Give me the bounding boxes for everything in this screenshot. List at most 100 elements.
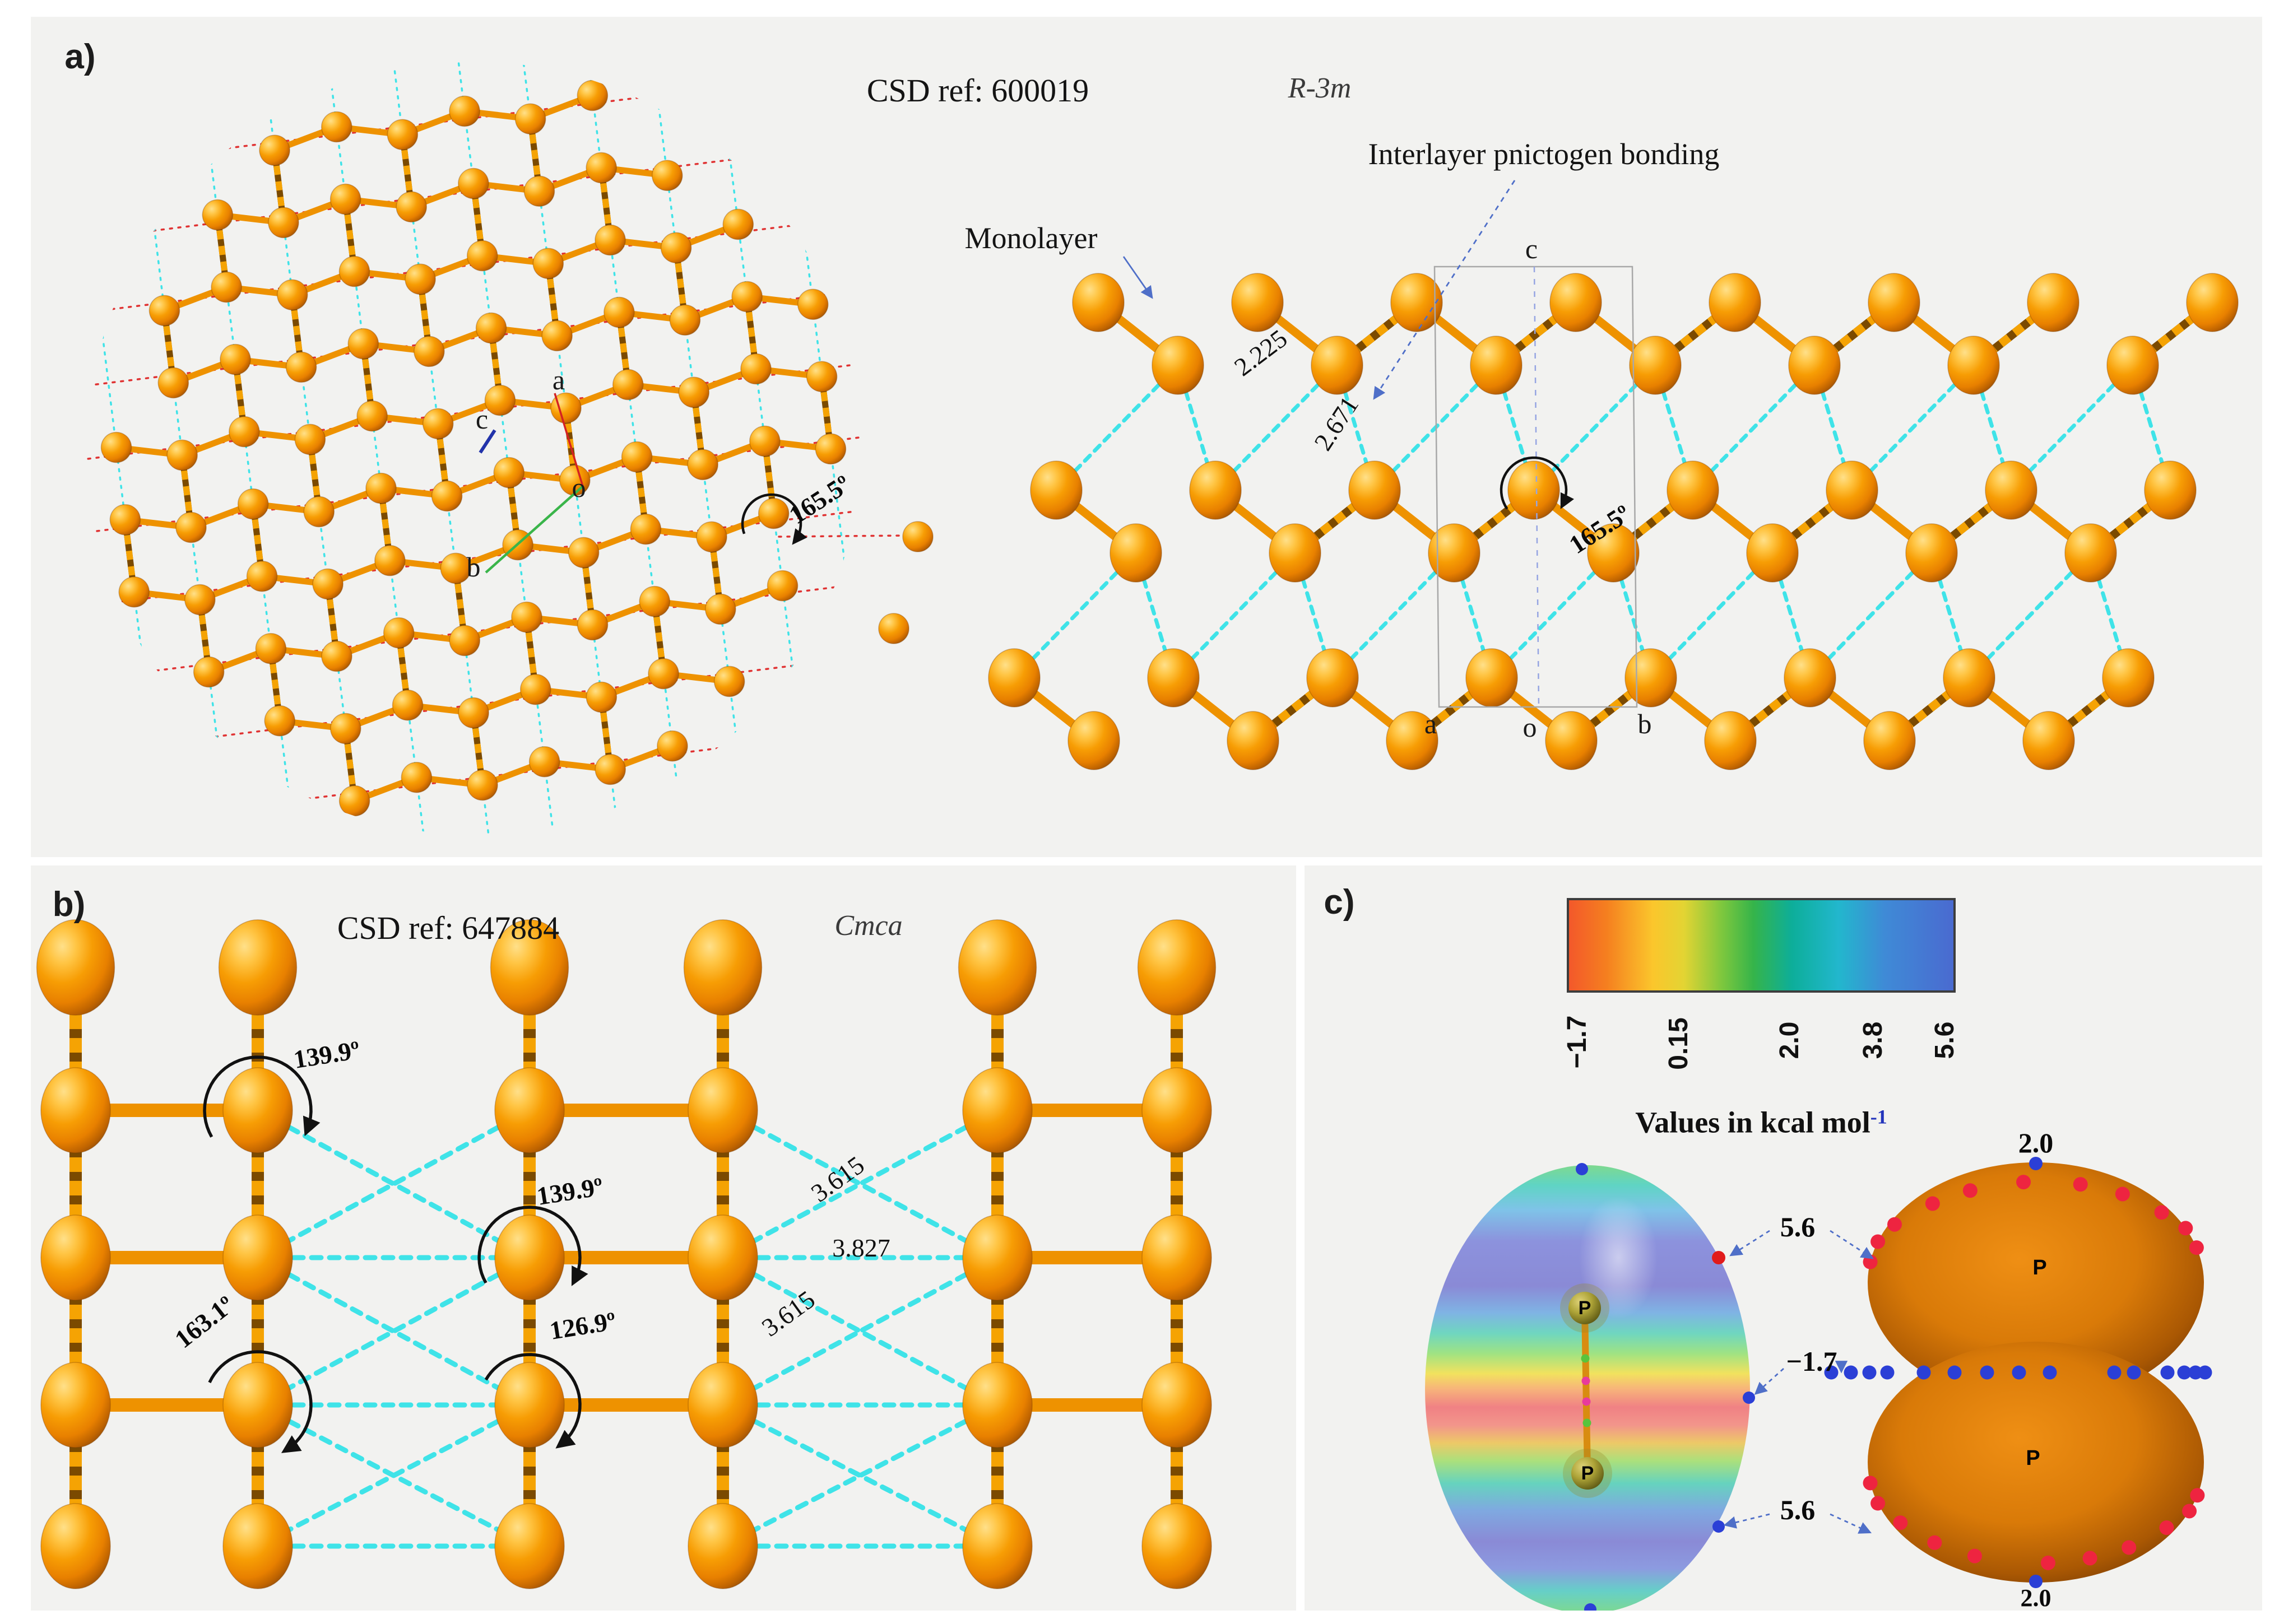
colorbar-tick-4: 5.6 — [1930, 1021, 1960, 1059]
atom — [2064, 523, 2117, 583]
atom — [329, 183, 361, 215]
atom — [528, 746, 560, 778]
striped-bond — [289, 294, 305, 368]
atom — [458, 697, 489, 729]
mep-min-dot — [2127, 1365, 2141, 1380]
atom — [688, 1067, 758, 1153]
mep-min-dot — [1947, 1365, 1962, 1380]
atom — [493, 457, 525, 488]
atom — [1507, 460, 1560, 520]
angle-arc — [477, 1206, 588, 1286]
pnictogen-contact — [720, 1402, 1000, 1549]
atom — [387, 119, 419, 151]
atom — [401, 762, 433, 793]
atom — [338, 785, 370, 817]
striped-bond — [250, 504, 266, 577]
pnictogen-contact — [1054, 363, 1180, 492]
iso-value-bottom: 2.0 — [2020, 1584, 2051, 1611]
atom — [652, 160, 683, 191]
atom — [1788, 336, 1841, 395]
atom — [1746, 523, 1799, 583]
pole-dot-blue — [2029, 1575, 2043, 1588]
atom — [1386, 711, 1438, 770]
atom — [639, 585, 671, 617]
colorbar-tick-1: 0.15 — [1664, 1017, 1693, 1070]
atom — [2106, 336, 2159, 395]
atom — [758, 497, 790, 529]
striped-bond — [399, 134, 415, 207]
mep-max-top: 5.6 — [1780, 1211, 1816, 1243]
atom — [229, 416, 260, 448]
atom — [374, 545, 406, 576]
mep-min-dot — [2160, 1365, 2175, 1380]
p-atom — [1571, 1457, 1604, 1490]
atom — [648, 658, 679, 690]
atom — [36, 919, 115, 1016]
atom — [414, 336, 445, 367]
atom — [902, 521, 934, 552]
atom — [2022, 711, 2075, 770]
pnictogen-contact — [1372, 363, 1498, 492]
atom — [494, 1067, 565, 1153]
atom — [1227, 711, 1279, 770]
atom — [1189, 460, 1242, 520]
atom — [1868, 273, 1920, 332]
atom — [259, 134, 290, 166]
atom — [1549, 273, 1602, 332]
striped-bond — [744, 296, 759, 370]
atom — [962, 1067, 1033, 1153]
panel-a-letter: a) — [64, 38, 96, 76]
atom — [988, 648, 1041, 708]
atom — [184, 584, 216, 616]
atom — [356, 400, 388, 432]
atom — [1311, 336, 1363, 395]
annotation-arrow — [1122, 256, 1153, 299]
atom — [157, 367, 189, 399]
atom — [1587, 523, 1640, 583]
pnictogen-contact — [720, 1255, 1000, 1408]
atom — [586, 681, 618, 713]
atom — [1152, 336, 1204, 395]
dotted-guide — [43, 17, 815, 100]
atom — [222, 1214, 293, 1301]
mep-max-dot — [2082, 1551, 2097, 1566]
atom — [321, 111, 352, 143]
annotation-arrow — [1830, 1230, 1874, 1259]
atom — [2186, 273, 2239, 332]
atom — [621, 441, 653, 473]
unit-cell — [1433, 266, 1638, 708]
striped-bond — [634, 456, 649, 530]
annotation-arrow — [1754, 1367, 1784, 1395]
mep-max-dot — [2154, 1205, 2169, 1220]
atom — [612, 369, 644, 401]
atom — [520, 673, 551, 705]
mep-max-dot — [2182, 1504, 2197, 1519]
panel-b-space-group: Cmca — [834, 910, 903, 942]
colorbar-tick-2: 2.0 — [1775, 1021, 1804, 1059]
pnictogen-contact — [1489, 551, 1616, 680]
atom — [467, 240, 498, 272]
panel-b-csd-ref: CSD ref: 647884 — [337, 910, 560, 946]
mep-max-dot — [2178, 1221, 2193, 1236]
atom — [2102, 648, 2155, 708]
atom — [175, 511, 207, 543]
striped-bond — [452, 567, 468, 641]
atom — [202, 199, 234, 231]
striped-bond — [598, 696, 614, 770]
striped-bond — [488, 327, 503, 401]
striped-bond — [122, 519, 137, 593]
atom — [962, 1214, 1033, 1301]
pnictogen-contact — [720, 1255, 1000, 1408]
atom — [705, 593, 736, 625]
atom — [1709, 273, 1761, 332]
surface-dot-red — [1712, 1251, 1725, 1264]
atom — [815, 433, 847, 465]
atom — [577, 609, 609, 641]
critical-point-dot — [1581, 1376, 1590, 1385]
panel-a: a) CSD ref: 600019 R-3m Monolayer Interl… — [31, 17, 2262, 857]
atom — [962, 1503, 1033, 1589]
mep-max-dot — [1925, 1196, 1940, 1211]
atom — [1147, 648, 1200, 708]
atom — [683, 919, 763, 1016]
atom — [1545, 711, 1598, 770]
